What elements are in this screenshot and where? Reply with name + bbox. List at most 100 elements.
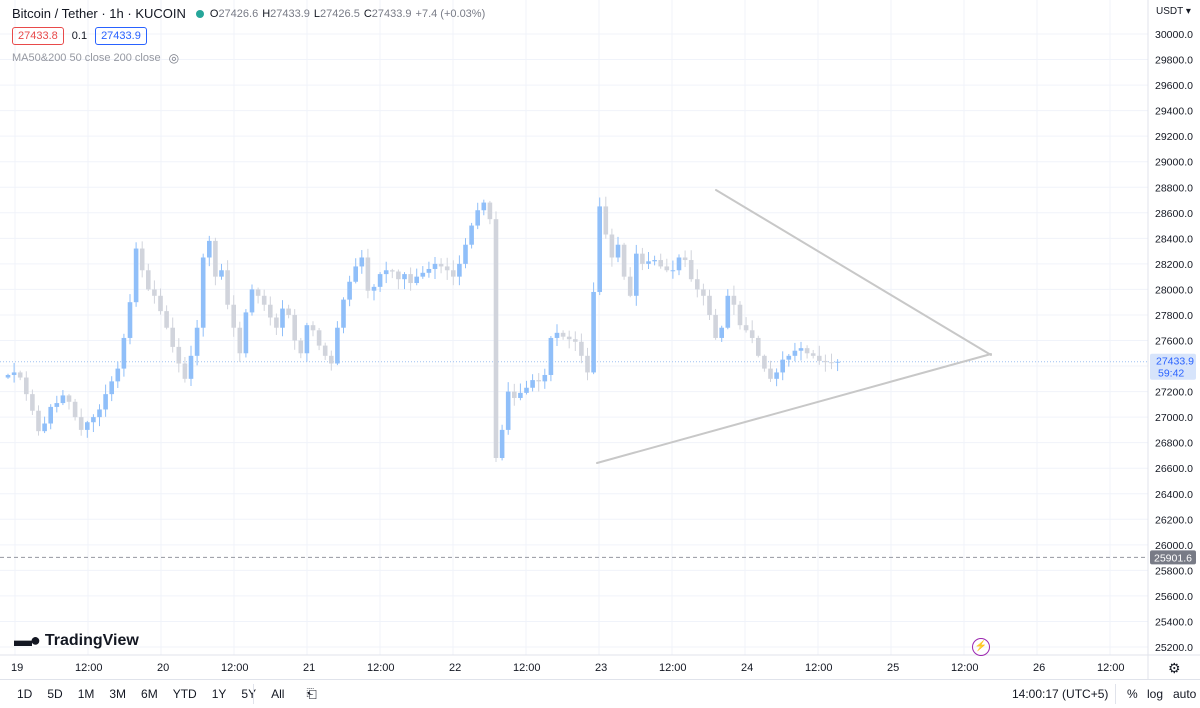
ohlc-close-label: C xyxy=(363,7,372,20)
candle-body xyxy=(560,332,566,337)
indicator-label[interactable]: MA50&200 50 close 200 close xyxy=(12,52,161,64)
x-tick-label: 12:00 xyxy=(1097,662,1125,674)
x-tick-label: 25 xyxy=(887,662,899,674)
date-range-icon[interactable]: ⎗ xyxy=(306,686,317,701)
candle-body xyxy=(85,422,90,430)
candle-body xyxy=(585,355,590,373)
candle-body xyxy=(591,291,596,373)
candle-body xyxy=(243,312,249,354)
x-tick-label: 12:00 xyxy=(367,662,395,674)
candle-body xyxy=(207,240,212,258)
candle-body xyxy=(371,286,377,291)
ohlc-close: C27433.9 xyxy=(364,8,412,20)
candle-body xyxy=(219,270,224,277)
y-tick-label: 25400.0 xyxy=(1155,616,1193,628)
percent-scale-toggle[interactable]: % xyxy=(1127,687,1138,701)
range-3m-button[interactable]: 3M xyxy=(109,687,127,701)
y-tick-label: 29400.0 xyxy=(1155,106,1193,118)
range-5y-button[interactable]: 5Y xyxy=(241,687,257,701)
ohlc-close-value: 27433.9 xyxy=(371,7,412,20)
candle-body xyxy=(225,270,230,305)
candle-body xyxy=(268,304,273,318)
candle-body xyxy=(573,339,578,342)
candle-body xyxy=(579,341,584,356)
candle-body xyxy=(329,355,334,364)
ohlc-low: L27426.5 xyxy=(314,8,360,20)
candle-body xyxy=(42,423,47,432)
flash-icon[interactable]: ⚡ xyxy=(972,638,990,656)
gear-icon[interactable]: ⚙ xyxy=(1168,660,1181,676)
last-price-label-bg xyxy=(1150,353,1196,380)
range-all-button[interactable]: All xyxy=(271,687,285,701)
candle-body xyxy=(60,395,66,404)
clock-display[interactable]: 14:00:17 (UTC+5) xyxy=(1012,687,1109,701)
candle-body xyxy=(707,295,712,315)
currency-selector[interactable]: USDT ▾ xyxy=(1156,6,1191,17)
candle-body xyxy=(554,332,560,338)
candle-body xyxy=(72,401,78,418)
candle-body xyxy=(286,308,291,315)
auto-scale-toggle[interactable]: auto xyxy=(1173,687,1197,701)
candle-body xyxy=(103,394,108,410)
candle-body xyxy=(835,361,840,363)
ohlc-change-value: +7.4 (+0.03%) xyxy=(415,7,486,20)
candle-body xyxy=(261,295,267,305)
eye-off-icon[interactable]: ◎ xyxy=(168,51,180,65)
y-tick-label: 25600.0 xyxy=(1155,591,1193,603)
candle-body xyxy=(316,330,322,346)
candle-body xyxy=(804,348,810,354)
candle-body xyxy=(451,270,456,277)
x-tick-label: 24 xyxy=(741,662,753,674)
x-tick-label: 20 xyxy=(157,662,169,674)
candle-body xyxy=(292,314,297,341)
symbol-legend[interactable]: Bitcoin / Tether · 1h · KUCOIN O27426.6 … xyxy=(12,6,489,21)
candle-body xyxy=(383,270,389,275)
range-1m-button[interactable]: 1M xyxy=(77,687,95,701)
candle-body xyxy=(176,346,182,364)
last-price-label: 27433.9 xyxy=(1156,356,1194,368)
candle-body xyxy=(530,380,535,388)
candle-body xyxy=(408,274,413,284)
candle-body xyxy=(566,336,572,340)
candle-body xyxy=(353,266,358,282)
candle-body xyxy=(786,355,792,360)
candle-body xyxy=(475,210,480,226)
candle-body xyxy=(676,257,682,271)
range-5d-button[interactable]: 5D xyxy=(47,687,63,701)
level-label: 25901.6 xyxy=(1154,552,1192,564)
sell-price-button[interactable]: 27433.8 xyxy=(12,27,64,45)
symbol-title[interactable]: Bitcoin / Tether · 1h · KUCOIN xyxy=(12,6,186,21)
candle-body xyxy=(30,394,35,411)
y-tick-label: 29800.0 xyxy=(1155,55,1193,67)
x-tick-label: 12:00 xyxy=(513,662,541,674)
candle-body xyxy=(54,403,60,407)
candle-body xyxy=(17,372,23,378)
candle-body xyxy=(524,387,529,393)
candle-body xyxy=(36,410,41,432)
indicator-legend[interactable]: MA50&200 50 close 200 close ◎ xyxy=(12,51,179,65)
ohlc-low-label: L xyxy=(313,7,321,20)
candle-body xyxy=(438,263,444,267)
candle-body xyxy=(798,348,804,351)
ohlc-high-label: H xyxy=(262,7,271,20)
candle-body xyxy=(548,337,554,375)
range-1y-button[interactable]: 1Y xyxy=(211,687,227,701)
range-ytd-button[interactable]: YTD xyxy=(172,687,197,701)
candle-body xyxy=(127,302,133,338)
candle-body xyxy=(817,355,822,361)
tradingview-logo[interactable]: ▬● TradingView xyxy=(14,630,139,651)
candle-body xyxy=(164,311,169,328)
candle-body xyxy=(396,271,401,280)
candle-body xyxy=(182,363,188,379)
y-tick-label: 26400.0 xyxy=(1155,489,1193,501)
buy-price-button[interactable]: 27433.9 xyxy=(95,27,147,45)
candle-body xyxy=(322,345,328,356)
y-tick-label: 28800.0 xyxy=(1155,182,1193,194)
candle-body xyxy=(188,355,194,379)
range-6m-button[interactable]: 6M xyxy=(141,687,158,701)
log-scale-toggle[interactable]: log xyxy=(1147,687,1164,701)
range-1d-button[interactable]: 1D xyxy=(17,687,33,701)
candle-body xyxy=(335,327,340,364)
